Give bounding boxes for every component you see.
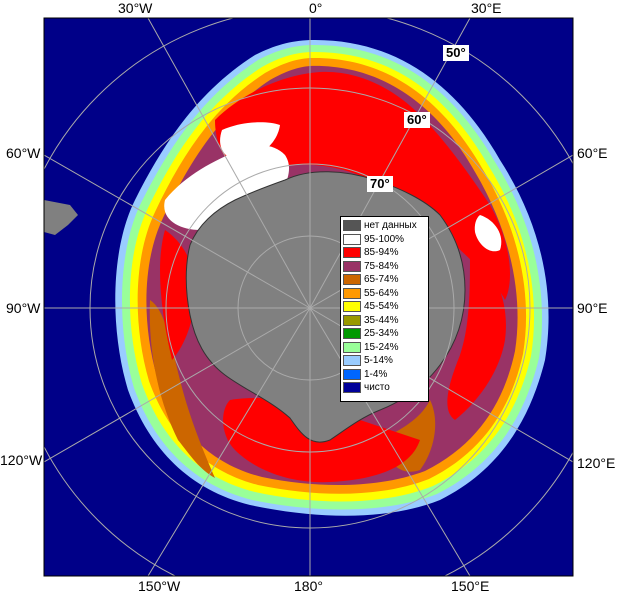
ice-patch-65-74-west — [149, 300, 215, 478]
lon-label-30e: 30°E — [471, 0, 502, 16]
legend-swatch — [343, 287, 361, 299]
legend-item: 85-94% — [343, 246, 426, 260]
lon-label-120e: 120°E — [577, 455, 616, 471]
legend-label: 1-4% — [364, 368, 388, 380]
ice-region-95-100-north — [220, 122, 280, 161]
legend-item: 15-24% — [343, 341, 426, 355]
lon-label-120w: 120°W — [0, 452, 43, 468]
legend-item: 65-74% — [343, 273, 426, 287]
lon-label-0: 0° — [309, 0, 323, 16]
legend-label: 45-54% — [364, 301, 399, 313]
legend-swatch — [343, 274, 361, 286]
lon-label-150w: 150°W — [138, 578, 181, 594]
lon-label-180: 180° — [294, 578, 323, 594]
legend-label: 15-24% — [364, 341, 399, 353]
legend-label: 65-74% — [364, 274, 399, 286]
legend-swatch — [343, 314, 361, 326]
legend-label: 55-64% — [364, 287, 399, 299]
legend-item: 25-34% — [343, 327, 426, 341]
legend-item: 75-84% — [343, 260, 426, 274]
legend-label: 25-34% — [364, 328, 399, 340]
lon-label-60w: 60°W — [6, 145, 41, 161]
lon-label-60e: 60°E — [577, 145, 608, 161]
legend-item: 55-64% — [343, 287, 426, 301]
legend-label: чисто — [364, 382, 390, 394]
legend: нет данных 95-100% 85-94% 75-84% 65-74% 55-64… — [340, 216, 429, 402]
lat-label-60: 60° — [404, 112, 430, 128]
legend-swatch — [343, 220, 361, 232]
legend-label: нет данных — [364, 220, 417, 232]
ice-region-95-100-east — [474, 215, 502, 252]
map-frame — [43, 17, 574, 577]
legend-item: 95-100% — [343, 233, 426, 247]
legend-swatch — [343, 368, 361, 380]
lon-label-90e: 90°E — [577, 300, 608, 316]
legend-swatch — [343, 382, 361, 394]
legend-item: 5-14% — [343, 354, 426, 368]
lon-label-150e: 150°E — [451, 578, 490, 594]
legend-label: 5-14% — [364, 355, 393, 367]
ice-region-85-94-west — [160, 230, 195, 360]
ice-region-85-94-east — [447, 250, 506, 420]
ice-region-85-94-north — [215, 71, 510, 300]
lon-label-90w: 90°W — [6, 300, 41, 316]
legend-item: 1-4% — [343, 368, 426, 382]
lat-label-70: 70° — [367, 176, 393, 192]
legend-swatch — [343, 260, 361, 272]
legend-label: 95-100% — [364, 233, 405, 245]
legend-swatch — [343, 341, 361, 353]
legend-label: 75-84% — [364, 260, 399, 272]
legend-swatch — [343, 301, 361, 313]
legend-label: 85-94% — [364, 247, 399, 259]
legend-item: 45-54% — [343, 300, 426, 314]
legend-swatch — [343, 355, 361, 367]
lon-label-30w: 30°W — [118, 0, 153, 16]
legend-swatch — [343, 247, 361, 259]
legend-label: 35-44% — [364, 314, 399, 326]
south-america-tip — [44, 200, 78, 235]
legend-swatch — [343, 328, 361, 340]
legend-item: 35-44% — [343, 314, 426, 328]
legend-item: нет данных — [343, 219, 426, 233]
lat-label-50: 50° — [443, 45, 469, 61]
legend-item: чисто — [343, 381, 426, 395]
legend-swatch — [343, 233, 361, 245]
